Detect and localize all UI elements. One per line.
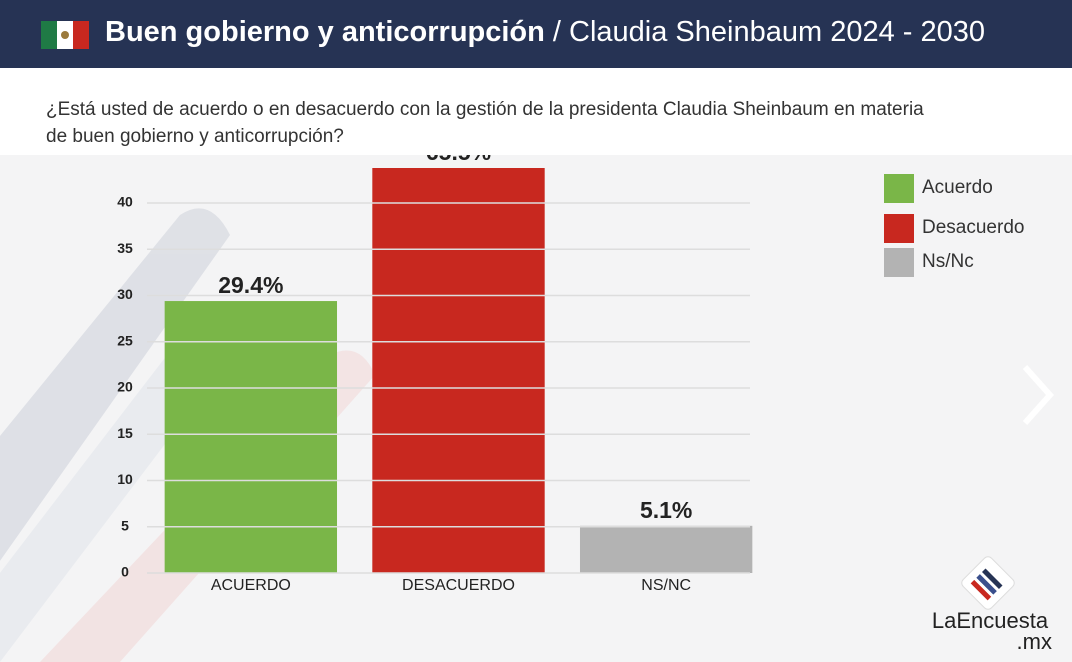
y-tick-label: 10 (117, 471, 133, 487)
y-tick-label: 40 (117, 194, 133, 210)
y-tick-label: 25 (117, 332, 133, 348)
y-tick-label: 5 (121, 517, 129, 533)
flag (41, 21, 89, 49)
value-label: 65.5% (426, 155, 491, 165)
bar (372, 168, 545, 573)
x-tick-label: NS/NC (641, 577, 691, 594)
plot (164, 168, 753, 573)
legend-swatch (884, 248, 914, 277)
question: ¿Está usted de acuerdo o en desacuerdo c… (46, 99, 924, 147)
logo-icon (961, 556, 1015, 610)
value-label: 5.1% (640, 497, 692, 523)
y-tick-label: 0 (121, 564, 129, 580)
y-tick-label: 35 (117, 240, 133, 256)
logo-tld: .mx (1017, 629, 1052, 654)
logo-name: LaEncuesta (932, 608, 1049, 633)
legend-swatch (884, 174, 914, 203)
x-tick-label: ACUERDO (211, 577, 291, 594)
x-tick-label: DESACUERDO (402, 577, 515, 594)
y-tick-label: 20 (117, 379, 133, 395)
chart: LaEncuesta .mx 0 5 10 15 20 25 30 35 40 ACUERDO 29… (0, 155, 1072, 662)
legend-swatch (884, 214, 914, 243)
legend-label: Acuerdo (922, 177, 993, 198)
bar (164, 301, 338, 573)
title-rest: / Claudia Sheinbaum 2024 - 2030 (552, 16, 986, 48)
legend-label: Ns/Nc (922, 251, 974, 272)
bar (579, 525, 753, 573)
next-arrow[interactable] (1022, 365, 1055, 425)
value-label: 29.4% (218, 272, 283, 298)
title: Buen gobierno y anticorrupción / Claudia… (105, 16, 985, 49)
title-bold: Buen gobierno y anticorrupción (105, 16, 545, 48)
y-tick-label: 30 (117, 286, 133, 302)
header: Buen gobierno y anticorrupción / Claudia… (0, 0, 1072, 68)
y-tick-label: 15 (117, 425, 133, 441)
legend-label: Desacuerdo (922, 217, 1024, 238)
